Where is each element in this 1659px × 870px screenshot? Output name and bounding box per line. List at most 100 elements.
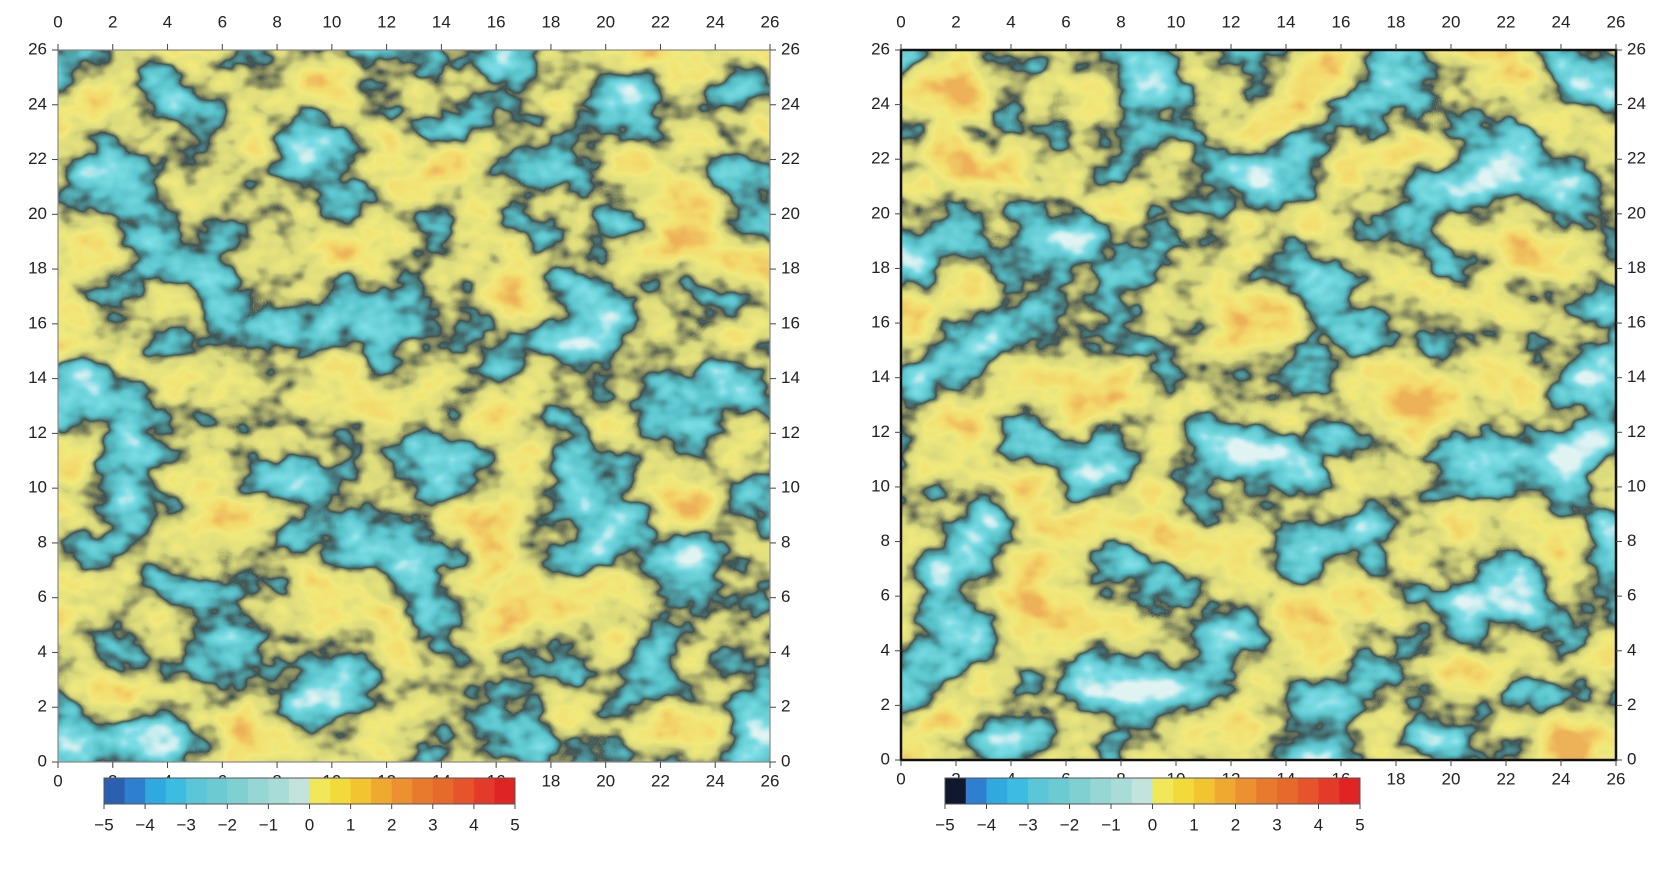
y-tick-label: 10	[28, 478, 47, 497]
x-tick-label: 18	[541, 12, 560, 31]
x-tick-label: 26	[1607, 12, 1626, 31]
y-tick-label: 10	[1627, 476, 1646, 495]
colorbar-tick-label: 2	[387, 815, 396, 834]
y-tick-label: 22	[1627, 149, 1646, 168]
colorbar-cell	[945, 778, 967, 804]
y-tick-label: 6	[1627, 586, 1636, 605]
y-tick-label: 2	[881, 695, 890, 714]
colorbar-cell	[186, 778, 208, 804]
x-tick-label: 24	[1552, 12, 1571, 31]
y-tick-label: 10	[871, 476, 890, 495]
x-tick-label: 8	[272, 12, 281, 31]
x-tick-label: 18	[541, 771, 560, 790]
colorbar-tick-label: 1	[1189, 815, 1198, 834]
x-tick-label: 16	[1332, 12, 1351, 31]
colorbar-cell	[965, 778, 987, 804]
y-tick-label: 24	[28, 94, 47, 113]
y-tick-label: 20	[28, 204, 47, 223]
colorbar-cell	[309, 778, 331, 804]
y-tick-label: 12	[28, 423, 47, 442]
field-image	[58, 50, 770, 762]
colorbar-cell	[227, 778, 249, 804]
y-tick-label: 2	[38, 697, 47, 716]
colorbar-cell	[145, 778, 167, 804]
colorbar-tick-label: 2	[1231, 815, 1240, 834]
x-tick-label: 26	[761, 12, 780, 31]
colorbar-tick-label: 4	[469, 815, 478, 834]
colorbar-cell	[1297, 778, 1319, 804]
x-tick-label: 0	[53, 12, 62, 31]
y-tick-label: 2	[781, 697, 790, 716]
colorbar-cell	[124, 778, 146, 804]
colorbar-tick-label: 1	[346, 815, 355, 834]
y-tick-label: 14	[871, 367, 890, 386]
colorbar-tick-label: −3	[177, 815, 196, 834]
x-tick-label: 0	[896, 769, 905, 788]
y-tick-label: 20	[781, 204, 800, 223]
colorbar-cell	[330, 778, 352, 804]
y-tick-label: 16	[1627, 313, 1646, 332]
y-tick-label: 8	[38, 532, 47, 551]
x-tick-label: 22	[1497, 769, 1516, 788]
y-tick-label: 0	[1627, 749, 1636, 768]
colorbar-cell	[1214, 778, 1236, 804]
colorbar-tick-label: 5	[1355, 815, 1364, 834]
x-tick-label: 8	[1116, 12, 1125, 31]
colorbar-cell	[494, 778, 516, 804]
y-tick-label: 8	[781, 532, 790, 551]
x-tick-label: 10	[322, 12, 341, 31]
y-tick-label: 20	[871, 203, 890, 222]
colorbar-cell	[104, 778, 126, 804]
y-tick-label: 18	[871, 258, 890, 277]
colorbar-cell	[1090, 778, 1112, 804]
colorbar-cell	[1277, 778, 1299, 804]
y-tick-label: 26	[871, 39, 890, 58]
x-tick-label: 22	[651, 12, 670, 31]
x-tick-label: 6	[218, 12, 227, 31]
x-tick-label: 18	[1387, 12, 1406, 31]
colorbar-cell	[371, 778, 393, 804]
y-tick-label: 18	[28, 259, 47, 278]
y-tick-label: 22	[871, 149, 890, 168]
colorbar-tick-label: −1	[259, 815, 278, 834]
colorbar-tick-label: −2	[1060, 815, 1079, 834]
x-tick-label: 20	[1442, 12, 1461, 31]
colorbar-cell	[1318, 778, 1340, 804]
colorbar-cell	[391, 778, 413, 804]
colorbar-cell	[288, 778, 310, 804]
x-tick-label: 0	[896, 12, 905, 31]
colorbar-tick-label: 3	[1272, 815, 1281, 834]
y-tick-label: 14	[781, 368, 800, 387]
colorbar-cell	[1007, 778, 1029, 804]
y-tick-label: 18	[781, 259, 800, 278]
y-tick-label: 14	[28, 368, 47, 387]
x-tick-label: 6	[1061, 12, 1070, 31]
y-tick-label: 4	[38, 642, 47, 661]
colorbar-cell	[1194, 778, 1216, 804]
x-tick-label: 20	[596, 771, 615, 790]
colorbar-cell	[268, 778, 290, 804]
y-tick-label: 26	[1627, 39, 1646, 58]
x-tick-label: 2	[951, 12, 960, 31]
x-tick-label: 2	[108, 12, 117, 31]
colorbar-tick-label: −4	[135, 815, 154, 834]
colorbar-cell	[1152, 778, 1174, 804]
y-tick-label: 12	[1627, 422, 1646, 441]
y-tick-label: 4	[781, 642, 790, 661]
x-tick-label: 24	[706, 12, 725, 31]
y-tick-label: 16	[871, 313, 890, 332]
x-tick-label: 24	[706, 771, 725, 790]
colorbar-tick-label: 0	[305, 815, 314, 834]
colorbar-tick-label: −5	[94, 815, 113, 834]
colorbar-cell	[432, 778, 454, 804]
x-tick-label: 14	[432, 12, 451, 31]
colorbar-cell	[1235, 778, 1257, 804]
colorbar-cell	[1339, 778, 1361, 804]
y-tick-label: 16	[781, 313, 800, 332]
colorbar-cell	[1173, 778, 1195, 804]
x-tick-label: 24	[1552, 769, 1571, 788]
y-tick-label: 8	[881, 531, 890, 550]
colorbar-cell	[1131, 778, 1153, 804]
x-tick-label: 22	[1497, 12, 1516, 31]
